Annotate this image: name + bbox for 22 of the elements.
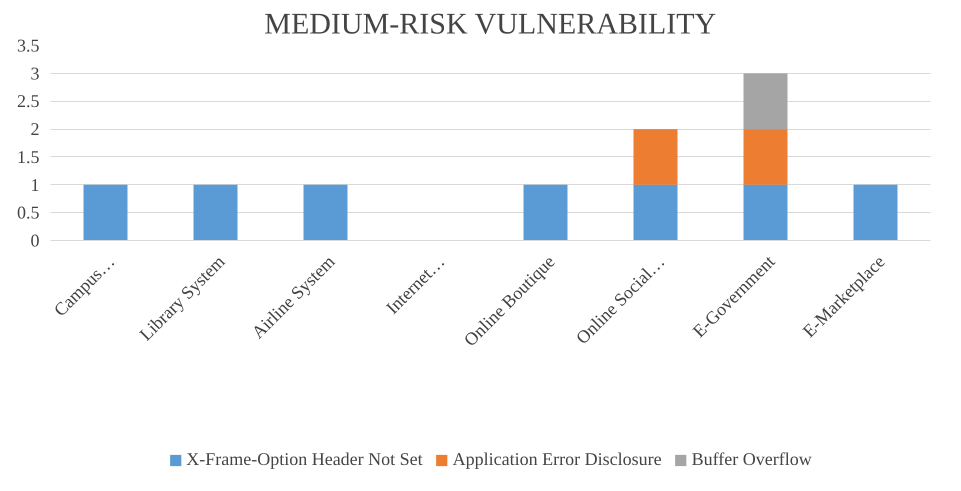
legend-label: Application Error Disclosure: [452, 449, 662, 470]
bar: [854, 184, 898, 240]
y-tick-label: 0: [30, 230, 40, 250]
legend-label: X-Frame-Option Header Not Set: [186, 449, 423, 470]
legend-label: Buffer Overflow: [692, 449, 812, 470]
bar: [634, 129, 678, 185]
bar: [744, 184, 788, 240]
y-tick-label: 2: [30, 119, 40, 140]
y-tick-label: 2.5: [17, 91, 40, 112]
y-tick-label: 0.5: [17, 202, 40, 223]
bar: [744, 129, 788, 185]
bar: [304, 184, 348, 240]
y-tick-label: 1.5: [17, 146, 40, 167]
y-tick-label: 3: [30, 63, 40, 84]
bar: [634, 184, 678, 240]
bar: [84, 184, 128, 240]
y-tick-label: 3.5: [17, 36, 40, 56]
bar: [524, 184, 568, 240]
bar: [744, 73, 788, 130]
bar: [194, 184, 238, 240]
chart-title: MEDIUM-RISK VULNERABILITY: [264, 8, 716, 40]
y-tick-label: 1: [30, 174, 40, 195]
